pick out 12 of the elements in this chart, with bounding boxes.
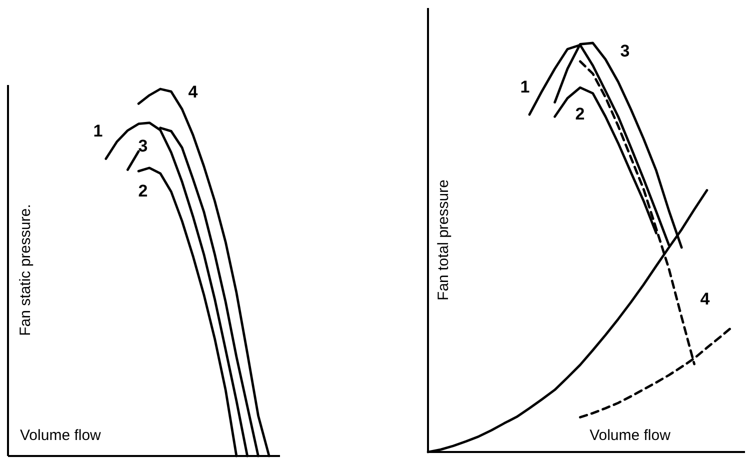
series-label: 1 [520,77,530,96]
x-axis-title: Volume flow [590,427,671,444]
series-label: 1 [93,121,103,140]
series-label: 2 [138,181,148,200]
series-label: 4 [188,82,198,102]
y-axis-title: Fan total pressure [435,180,452,300]
series-label: 2 [575,104,585,124]
series-label: 4 [700,289,710,308]
x-axis-title: Volume flow [20,427,102,444]
y-axis-title: Fan static pressure. [17,204,34,336]
series-label: 3 [620,41,630,60]
series-label: 3 [138,136,148,156]
